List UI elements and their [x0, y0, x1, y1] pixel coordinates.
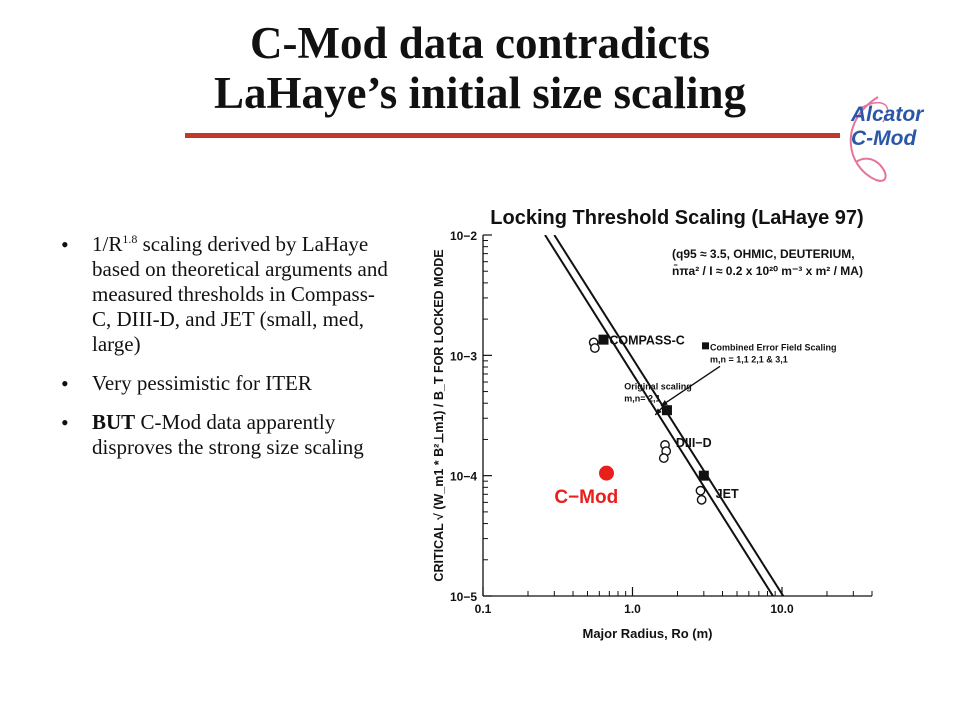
bullet-item: • 1/R1.8 scaling derived by LaHaye based …	[58, 232, 388, 357]
bullet-item: • BUT C-Mod data apparently disproves the…	[58, 410, 388, 460]
point-label: DIII−D	[676, 436, 712, 450]
point-label: COMPASS-C	[609, 334, 684, 348]
bullet-text: 1/R	[92, 232, 123, 256]
fit-lines	[544, 235, 785, 596]
bullet-item: • Very pessimistic for ITER	[58, 371, 388, 396]
alcator-logo-swoosh-icon	[849, 96, 889, 182]
y-tick-label: 10−2	[450, 229, 477, 243]
data-point-square	[661, 405, 672, 416]
data-point-circle	[658, 453, 669, 463]
legend-note-text: Combined Error Field Scaling	[710, 342, 837, 352]
legend-note-text: Original scaling	[624, 382, 692, 392]
title-line-2: LaHaye’s initial size scaling	[213, 68, 747, 118]
fit-line	[553, 235, 785, 596]
bullet-text: scaling derived by LaHaye based on theor…	[92, 232, 388, 356]
y-tick-label: 10−3	[450, 349, 477, 363]
slide-title: C-Mod data contradicts LaHaye’s initial …	[0, 18, 960, 118]
point-label: JET	[716, 487, 739, 501]
title-underline	[185, 133, 840, 138]
chart-title: Locking Threshold Scaling (LaHaye 97)	[490, 207, 863, 229]
data-point-circle	[589, 343, 600, 353]
y-tick-label: 10−5	[450, 590, 477, 604]
alcator-logo: Alcator C-Mod	[851, 103, 923, 151]
logo-line-1: Alcator	[851, 103, 924, 126]
y-tick-label: 10−4	[450, 470, 477, 484]
arrowhead-icon	[655, 408, 662, 415]
bullet-text: C-Mod data apparently disproves the stro…	[92, 410, 364, 459]
point-label: C−Mod	[554, 487, 618, 508]
locking-threshold-chart: Locking Threshold Scaling (LaHaye 97) 10−…	[432, 207, 873, 641]
bullet-dot-icon: •	[61, 232, 69, 257]
logo-line-2: C-Mod	[851, 127, 917, 150]
conditions-annotation: n̄πa² / I ≈ 0.2 x 10²⁰ m⁻³ x m² / MA)	[672, 264, 863, 278]
title-line-1: C-Mod data contradicts	[250, 18, 710, 68]
x-tick-label: 10.0	[770, 602, 794, 616]
data-point-circle	[695, 485, 706, 496]
bullet-text: BUT	[92, 410, 136, 434]
legend-note-text: m,n= 2,1	[624, 394, 660, 404]
x-tick-label: 1.0	[624, 602, 641, 616]
data-point-square	[598, 334, 609, 345]
legend-note-arrow	[660, 365, 721, 407]
conditions-annotation: (q95 ≈ 3.5, OHMIC, DEUTERIUM,	[672, 247, 855, 261]
legend-note-text: m,n = 1,1 2,1 & 3,1	[710, 354, 788, 364]
x-axis-label: Major Radius, Ro (m)	[582, 626, 712, 641]
data-point-cmod	[598, 465, 614, 481]
bullet-dot-icon: •	[61, 371, 69, 396]
arrowhead-icon	[660, 400, 668, 406]
y-axis-label: CRITICAL √ (W_m1 * B²⊥m1) / B_T FOR LOCK…	[432, 249, 446, 581]
x-tick-label: 0.1	[475, 602, 492, 616]
data-point-circle	[696, 494, 707, 505]
bullet-list: • 1/R1.8 scaling derived by LaHaye based …	[58, 232, 388, 474]
bullet-text: Very pessimistic for ITER	[92, 371, 312, 395]
bullet-dot-icon: •	[61, 410, 69, 435]
bullet-text: 1.8	[122, 232, 138, 246]
legend-square-marker	[702, 342, 710, 350]
data-point-square	[698, 470, 709, 481]
fit-line	[544, 235, 774, 596]
